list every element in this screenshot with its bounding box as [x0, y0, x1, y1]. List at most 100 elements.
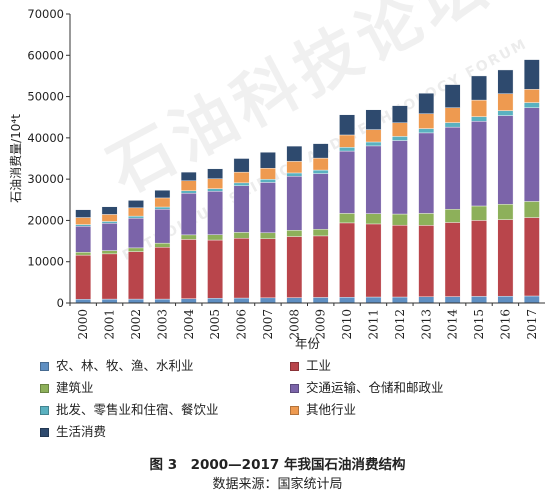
bar-segment [444, 122, 461, 128]
bar-segment [444, 84, 461, 108]
bar-segment [75, 209, 92, 218]
x-tick-label: 2005 [208, 309, 222, 340]
bar-segment [180, 180, 197, 191]
y-tick-label: 20000 [27, 213, 64, 227]
bar-segment [101, 250, 118, 255]
bar-segment [365, 223, 382, 298]
bar-segment [260, 238, 276, 299]
legend-label: 交通运输、仓储和邮政业 [306, 380, 444, 395]
bar-segment [339, 114, 355, 136]
x-tick-label: 2013 [419, 309, 433, 340]
bar-segment [392, 105, 408, 123]
legend-item: 工业 [290, 358, 331, 374]
bar-segment [154, 206, 171, 210]
legend-item: 批发、零售业和住宿、餐饮业 [40, 402, 219, 418]
bar-segment [418, 296, 435, 304]
bar-segment [286, 236, 303, 298]
bars [75, 59, 540, 304]
bar-segment [497, 204, 514, 220]
x-tick-label: 2015 [472, 309, 486, 340]
x-tick-label: 2010 [340, 309, 354, 340]
bar-segment [339, 147, 355, 152]
bar-segment [207, 191, 223, 235]
bar-segment [154, 242, 171, 248]
bar-segment [101, 214, 118, 222]
x-tick-label: 2002 [129, 309, 143, 340]
bar-segment [392, 213, 408, 226]
bar-segment [471, 205, 487, 221]
legend-item: 农、林、牧、渔、水利业 [40, 358, 194, 374]
bar-segment [207, 168, 223, 179]
bar-segment [75, 226, 92, 253]
bar-segment [339, 150, 355, 214]
bar-segment [471, 99, 487, 117]
bar-segment [497, 69, 514, 94]
x-tick-label: 2007 [261, 309, 275, 340]
legend-item: 交通运输、仓储和邮政业 [290, 380, 444, 396]
y-tick-label: 60000 [27, 48, 64, 62]
bar-segment [471, 296, 487, 304]
bar-segment [312, 229, 329, 237]
bar-segment [207, 298, 223, 304]
bar-segment [207, 239, 223, 299]
y-tick-label: 30000 [27, 172, 64, 186]
legend-label: 其他行业 [306, 402, 357, 417]
bar-segment [75, 224, 92, 227]
bar-segment [365, 141, 382, 147]
bar-segment [207, 178, 223, 189]
bar-segment [392, 224, 408, 298]
x-axis: 2000 2001 2002 2003 2004 2005 2006 2007 2008 2009… [69, 302, 545, 340]
bar-segment [523, 89, 540, 103]
x-tick-label: 2016 [498, 309, 512, 340]
bar-segment [286, 230, 303, 237]
bar-segment [471, 220, 487, 297]
bar-segment [497, 93, 514, 111]
bar-segment [418, 93, 435, 114]
x-tick-label: 2003 [155, 309, 169, 340]
legend-swatch [290, 406, 299, 415]
bar-segment [128, 298, 144, 304]
bar-segment [128, 215, 144, 219]
legend-label: 工业 [306, 358, 332, 373]
legend-label: 农、林、牧、渔、水利业 [56, 358, 194, 373]
x-axis-label: 年份 [295, 336, 321, 351]
bar-segment [365, 109, 382, 130]
bar-segment [233, 171, 250, 184]
bar-segment [444, 296, 461, 304]
bar-segment [128, 200, 144, 209]
bar-segment [101, 206, 118, 215]
bar-segment [286, 172, 303, 177]
x-tick-label: 2011 [366, 309, 380, 340]
bar-segment [365, 296, 382, 304]
bar-segment [233, 297, 250, 304]
bar-segment [471, 75, 487, 101]
y-tick-label: 40000 [27, 131, 64, 145]
legend-label: 批发、零售业和住宿、餐饮业 [56, 402, 219, 417]
bar-segment [312, 297, 329, 304]
y-axis-label: 石油消费量/10⁴t [9, 114, 23, 203]
bar-segment [365, 213, 382, 225]
y-tick-label: 0 [57, 296, 64, 310]
bar-segment [154, 247, 171, 300]
bar-segment [444, 107, 461, 123]
bar-segment [312, 173, 329, 230]
legend-item: 其他行业 [290, 402, 356, 418]
bar-segment [233, 237, 250, 299]
x-tick-label: 2008 [287, 309, 301, 340]
bar-segment [339, 213, 355, 224]
x-tick-label: 2009 [314, 309, 328, 340]
legend-label: 建筑业 [56, 380, 94, 395]
bar-segment [75, 254, 92, 300]
bar-segment [497, 219, 514, 297]
x-tick-label: 2012 [393, 309, 407, 340]
legend-swatch [40, 428, 49, 437]
bar-segment [471, 116, 487, 122]
bar-segment [523, 201, 540, 218]
bar-segment [523, 102, 540, 108]
bar-segment [418, 113, 435, 129]
legend: 农、林、牧、渔、水利业 工业 建筑业 交通运输、仓储和邮政业 批发、零售业和住宿… [40, 358, 540, 448]
bar-segment [128, 217, 144, 249]
bar-segment [312, 143, 329, 159]
legend-swatch [40, 362, 49, 371]
